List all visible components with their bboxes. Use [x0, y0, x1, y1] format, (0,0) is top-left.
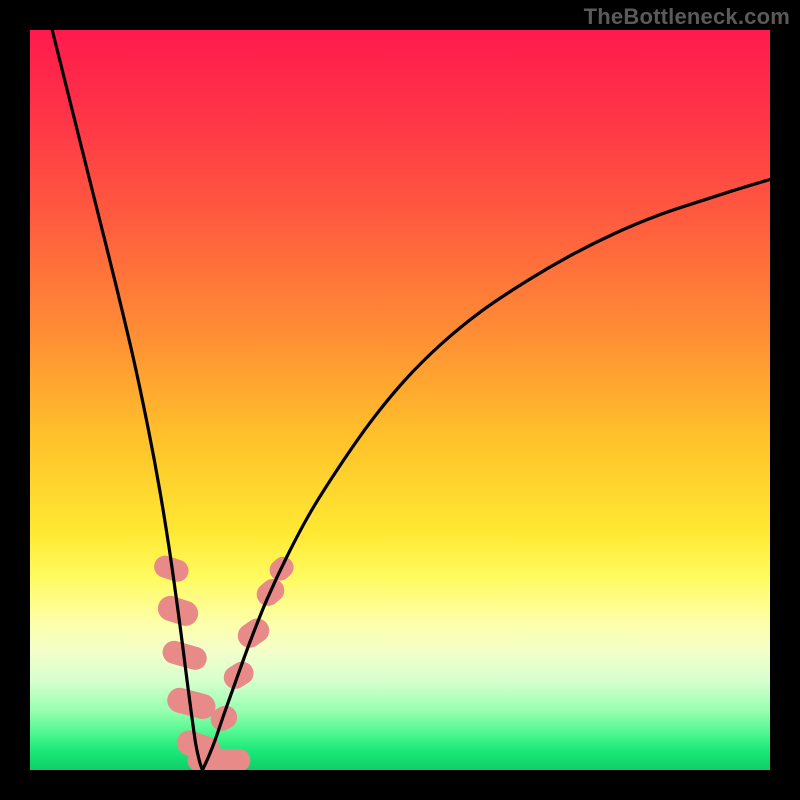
curve-right-branch: [202, 179, 770, 770]
chart-frame: TheBottleneck.com: [0, 0, 800, 800]
valley-marker: [210, 749, 250, 770]
watermark-text: TheBottleneck.com: [584, 4, 790, 30]
curves-layer: [30, 30, 770, 770]
plot-area: [30, 30, 770, 770]
